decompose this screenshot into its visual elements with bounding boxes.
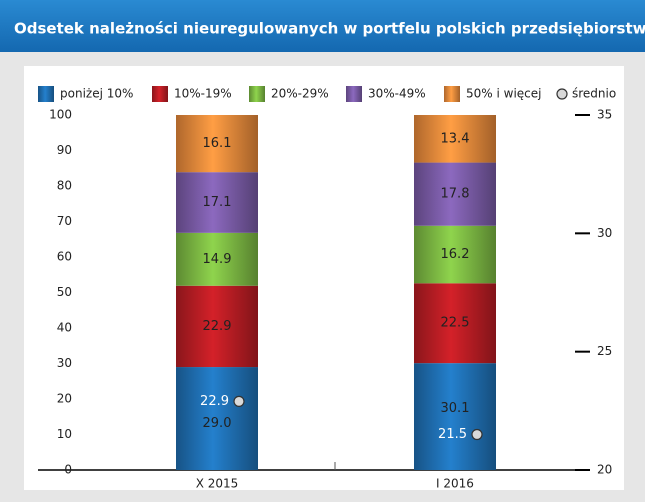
- bar-segment: [176, 285, 258, 368]
- legend-swatch: [249, 86, 265, 102]
- chart-title: Odsetek należności nieuregulowanych w po…: [14, 20, 645, 38]
- y-tick-label: 80: [57, 179, 72, 193]
- x-tick-label: X 2015: [196, 477, 239, 491]
- legend-marker: [556, 88, 568, 100]
- value-label: 17.1: [203, 195, 232, 210]
- bar-segment: [176, 115, 258, 173]
- y-tick-label: 70: [57, 214, 72, 228]
- value-label: 16.1: [203, 136, 232, 151]
- y-tick-label: 20: [57, 392, 72, 406]
- y-tick-label: 30: [57, 356, 72, 370]
- value-label: 17.8: [441, 187, 470, 202]
- y-tick-label: 90: [57, 143, 72, 157]
- value-label: 14.9: [203, 252, 232, 267]
- y-tick-label: 10: [57, 427, 72, 441]
- legend-label: 20%-29%: [271, 87, 329, 101]
- legend-label: średnio: [572, 87, 616, 101]
- value-label: 22.9: [203, 319, 232, 334]
- value-label: 16.2: [441, 247, 470, 262]
- x-tick-label: I 2016: [436, 477, 474, 491]
- value-label: 30.1: [441, 401, 470, 416]
- bar-segment: [176, 232, 258, 286]
- legend-swatch: [444, 86, 460, 102]
- y-tick-label: 60: [57, 250, 72, 264]
- bar-segment: [176, 367, 258, 470]
- legend-label: 30%-49%: [368, 87, 426, 101]
- bar-segment: [414, 283, 496, 364]
- average-marker: [233, 395, 245, 407]
- y2-tick-label: 25: [597, 344, 612, 358]
- y-tick-label: 0: [64, 463, 72, 477]
- bar-segment: [176, 172, 258, 233]
- title-bar: [0, 0, 645, 52]
- legend-label: 50% i więcej: [466, 87, 541, 101]
- average-label: 22.9: [200, 394, 229, 409]
- value-label: 13.4: [441, 131, 470, 146]
- y2-tick-label: 20: [597, 463, 612, 477]
- bar-segment: [414, 162, 496, 226]
- value-label: 29.0: [203, 416, 232, 431]
- bar-segment: [414, 115, 496, 163]
- y-tick-label: 40: [57, 321, 72, 335]
- y-tick-label: 50: [57, 285, 72, 299]
- bar-segment: [414, 225, 496, 284]
- legend-swatch: [152, 86, 168, 102]
- plot-panel: [24, 66, 624, 490]
- legend-swatch: [38, 86, 54, 102]
- y-tick-label: 100: [49, 108, 72, 122]
- value-label: 22.5: [441, 316, 470, 331]
- legend-swatch: [346, 86, 362, 102]
- average-label: 21.5: [438, 427, 467, 442]
- y2-tick-label: 35: [597, 108, 612, 122]
- y2-tick-label: 30: [597, 226, 612, 240]
- bar-segment: [414, 363, 496, 470]
- legend-label: poniżej 10%: [60, 87, 133, 101]
- legend-label: 10%-19%: [174, 87, 232, 101]
- average-marker: [471, 428, 483, 441]
